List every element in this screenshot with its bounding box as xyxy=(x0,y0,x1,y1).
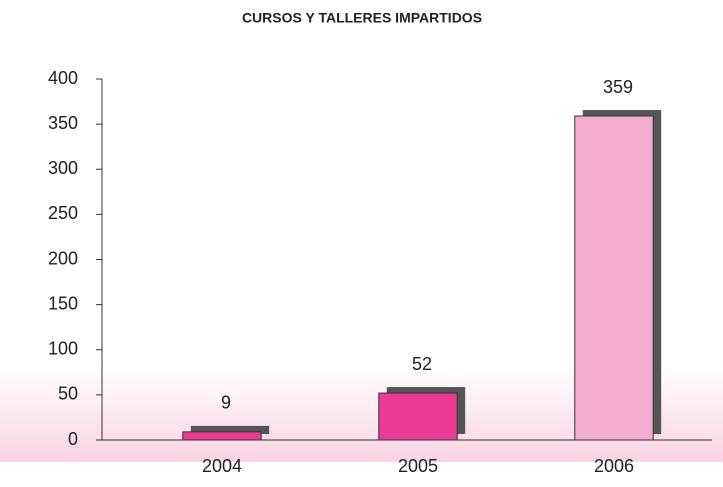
x-tick-label: 2006 xyxy=(594,456,634,476)
y-tick-label: 0 xyxy=(68,429,78,449)
data-label: 52 xyxy=(412,354,432,374)
bar xyxy=(378,392,458,441)
bar-shadow xyxy=(190,425,270,434)
y-tick-label: 300 xyxy=(48,158,78,178)
y-tick-label: 150 xyxy=(48,293,78,313)
y-tick-label: 200 xyxy=(48,248,78,268)
y-tick-label: 350 xyxy=(48,113,78,133)
y-tick-label: 250 xyxy=(48,203,78,223)
chart-title: CURSOS Y TALLERES IMPARTIDOS xyxy=(242,10,482,26)
bar xyxy=(574,115,654,441)
x-tick-label: 2004 xyxy=(202,456,242,476)
data-label: 359 xyxy=(603,77,633,97)
y-tick-label: 400 xyxy=(48,68,78,88)
y-tick-label: 100 xyxy=(48,339,78,359)
x-tick-label: 2005 xyxy=(398,456,438,476)
y-tick-label: 50 xyxy=(58,384,78,404)
bar xyxy=(182,431,262,441)
data-label: 9 xyxy=(221,393,231,413)
